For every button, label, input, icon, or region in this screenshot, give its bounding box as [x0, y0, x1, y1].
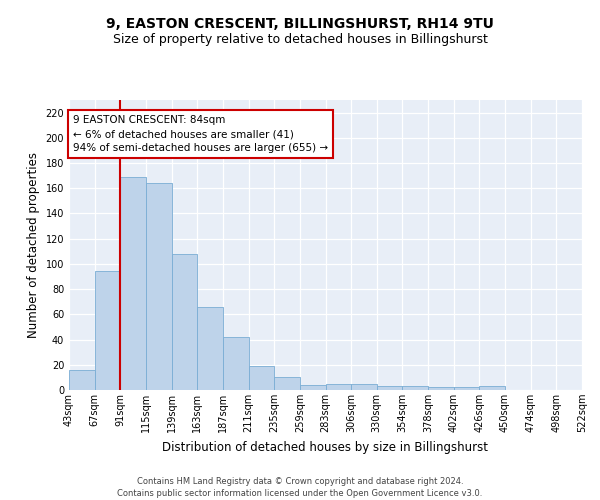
Bar — [403, 386, 428, 390]
Bar — [172, 254, 197, 390]
Bar — [146, 183, 172, 390]
Bar — [479, 386, 505, 390]
Bar — [274, 378, 300, 390]
Text: Contains HM Land Registry data © Crown copyright and database right 2024.
Contai: Contains HM Land Registry data © Crown c… — [118, 476, 482, 498]
Text: 9, EASTON CRESCENT, BILLINGSHURST, RH14 9TU: 9, EASTON CRESCENT, BILLINGSHURST, RH14 … — [106, 18, 494, 32]
Bar — [121, 177, 146, 390]
Bar — [69, 370, 95, 390]
Text: Size of property relative to detached houses in Billingshurst: Size of property relative to detached ho… — [113, 32, 487, 46]
Bar — [95, 272, 121, 390]
Bar — [454, 388, 479, 390]
Bar — [223, 337, 248, 390]
Bar — [351, 384, 377, 390]
Bar — [428, 388, 454, 390]
Y-axis label: Number of detached properties: Number of detached properties — [27, 152, 40, 338]
Bar — [325, 384, 351, 390]
X-axis label: Distribution of detached houses by size in Billingshurst: Distribution of detached houses by size … — [163, 440, 488, 454]
Bar — [377, 386, 403, 390]
Bar — [248, 366, 274, 390]
Text: 9 EASTON CRESCENT: 84sqm
← 6% of detached houses are smaller (41)
94% of semi-de: 9 EASTON CRESCENT: 84sqm ← 6% of detache… — [73, 115, 328, 153]
Bar — [300, 385, 325, 390]
Bar — [197, 307, 223, 390]
